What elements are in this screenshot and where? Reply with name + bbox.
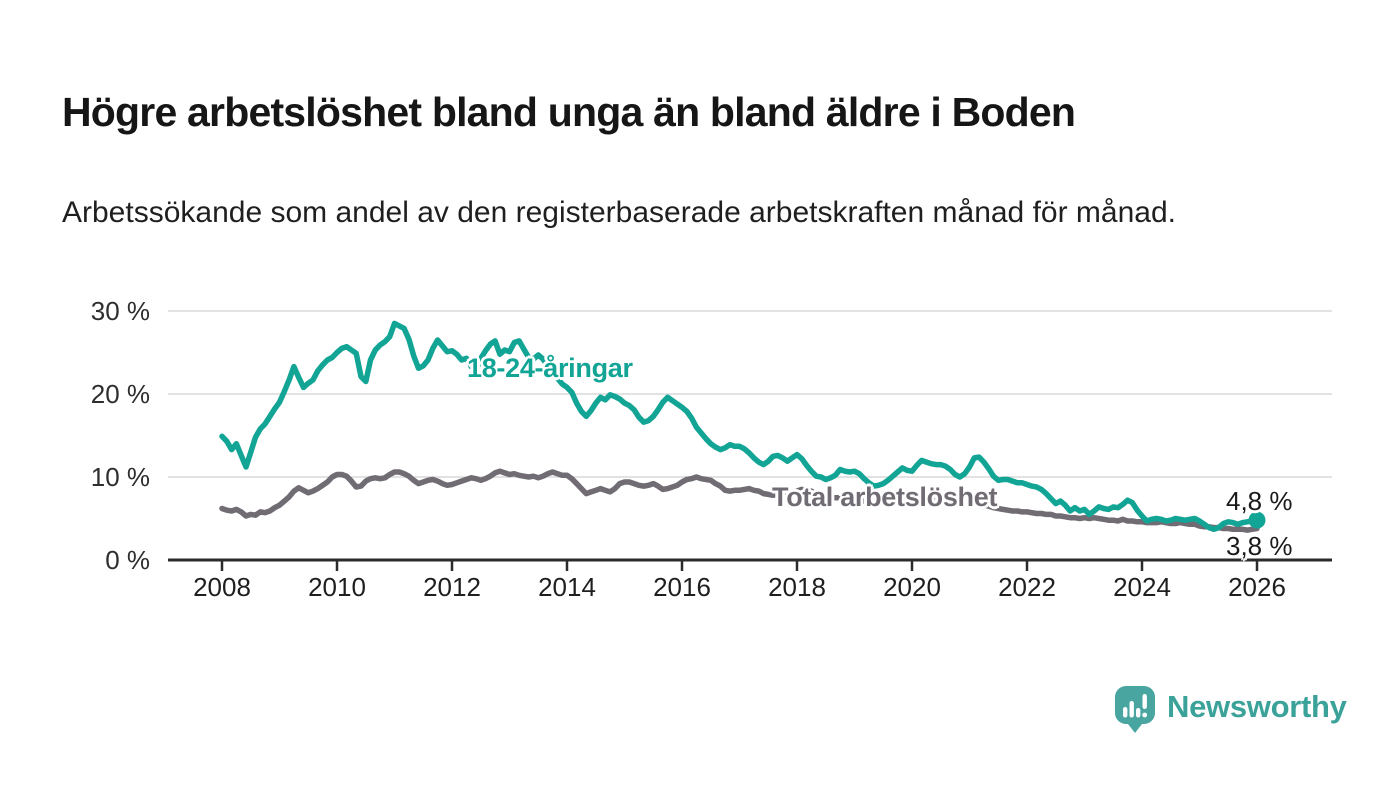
newsworthy-logo-icon: [1115, 686, 1155, 733]
end-value-total: 3,8 %: [1226, 531, 1293, 561]
y-axis-tick-label: 20 %: [91, 379, 150, 409]
x-axis-tick-label: 2018: [768, 572, 826, 602]
y-axis-tick-label: 0 %: [105, 545, 150, 575]
y-axis-tick-label: 30 %: [91, 296, 150, 326]
y-axis-tick-label: 10 %: [91, 462, 150, 492]
series-line-young: [219, 320, 1260, 533]
x-axis-tick-label: 2012: [423, 572, 481, 602]
page-title: Högre arbetslöshet bland unga än bland ä…: [62, 89, 1076, 136]
x-axis-tick-label: 2022: [998, 572, 1056, 602]
newsworthy-brand: Newsworthy: [1115, 686, 1347, 734]
series-label-young: 18-24-åringar: [467, 353, 633, 383]
series-label-total: Total arbetslöshet: [772, 482, 998, 512]
x-axis-tick-label: 2010: [308, 572, 366, 602]
x-axis-tick-label: 2016: [653, 572, 711, 602]
series-end-dot: [1248, 511, 1266, 529]
newsworthy-brand-text: Newsworthy: [1167, 689, 1347, 724]
x-axis-tick-label: 2014: [538, 572, 596, 602]
x-axis-tick-label: 2020: [883, 572, 941, 602]
end-value-young: 4,8 %: [1226, 486, 1293, 516]
series-line-total: [219, 468, 1260, 533]
x-axis-tick-label: 2026: [1228, 572, 1286, 602]
chart-subtitle: Arbetssökande som andel av den registerb…: [62, 196, 1176, 229]
x-axis-tick-label: 2024: [1113, 572, 1171, 602]
x-axis-tick-label: 2008: [193, 572, 251, 602]
